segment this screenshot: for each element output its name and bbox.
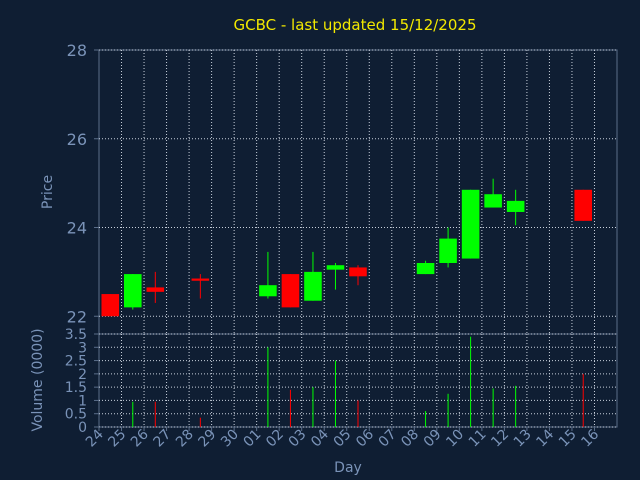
volume-panel: 3.532.521.510.50 xyxy=(65,327,618,436)
day-tick-label: 10 xyxy=(443,427,467,451)
day-tick-label: 06 xyxy=(353,426,377,450)
day-tick-label: 27 xyxy=(150,427,174,451)
candle-body xyxy=(304,271,322,301)
volume-tick-label: 2 xyxy=(78,367,87,383)
candle-body xyxy=(101,294,120,317)
volume-tick-label: 3 xyxy=(78,340,87,356)
candle-body xyxy=(259,285,277,297)
candle-body xyxy=(484,194,502,208)
day-tick-label: 30 xyxy=(218,427,242,451)
price-tick-label: 24 xyxy=(67,219,87,238)
candle-body xyxy=(574,189,593,221)
day-tick-label: 13 xyxy=(511,427,535,451)
day-tick-label: 26 xyxy=(128,426,152,450)
day-tick-label: 05 xyxy=(331,427,355,451)
price-tick-label: 28 xyxy=(67,41,87,60)
chart-title: GCBC - last updated 15/12/2025 xyxy=(234,16,477,34)
candle-body xyxy=(191,278,210,281)
day-tick-label: 02 xyxy=(263,427,287,451)
candle-body xyxy=(349,267,367,277)
price-panel: 28 26 24 22 xyxy=(67,41,618,335)
day-tick-label: 01 xyxy=(241,427,265,451)
volume-tick-label: 0.5 xyxy=(65,407,87,423)
volume-tick-label: 3.5 xyxy=(65,327,87,343)
day-tick-labels: 2425262728293001020304050607080910111213… xyxy=(83,426,602,450)
day-tick-label: 08 xyxy=(398,427,422,451)
price-tick-label: 26 xyxy=(67,130,87,149)
day-tick-label: 09 xyxy=(421,427,445,451)
price-axis-label: Price xyxy=(40,175,56,209)
volume-tick-label: 1.5 xyxy=(65,380,87,396)
day-tick-label: 16 xyxy=(578,426,602,450)
volume-tick-label: 0 xyxy=(78,420,87,436)
candle-body xyxy=(123,274,142,308)
day-tick-label: 28 xyxy=(173,427,197,451)
day-tick-label: 11 xyxy=(466,427,490,451)
volume-tick-label: 2.5 xyxy=(65,354,87,370)
price-plot-frame xyxy=(98,49,618,335)
day-tick-label: 29 xyxy=(196,427,220,451)
x-axis-label: Day xyxy=(334,460,362,476)
day-tick-label: 03 xyxy=(286,427,310,451)
candle-body xyxy=(146,287,165,292)
day-tick-label: 25 xyxy=(105,427,129,451)
day-tick-label: 15 xyxy=(556,427,580,451)
day-tick-label: 12 xyxy=(488,427,512,451)
candle-body xyxy=(416,263,435,275)
candle-body xyxy=(326,265,345,270)
day-tick-label: 04 xyxy=(308,426,332,450)
candle-body xyxy=(506,200,525,212)
candle-body xyxy=(281,274,300,308)
price-tick-label: 22 xyxy=(67,307,87,326)
candle-body xyxy=(461,189,480,259)
day-tick-label: 14 xyxy=(533,426,557,450)
day-tick-label: 07 xyxy=(376,427,400,451)
candle-body xyxy=(439,238,457,263)
volume-tick-label: 1 xyxy=(78,393,87,409)
volume-axis-label: Volume (0000) xyxy=(30,328,46,431)
